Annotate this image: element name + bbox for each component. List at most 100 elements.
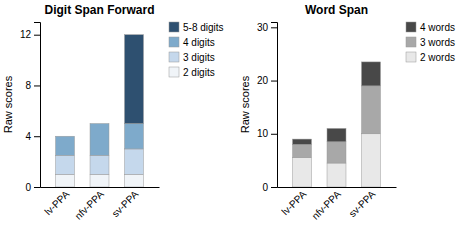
x-axis: lv-PPAnfv-PPAsv-PPA [278, 187, 397, 222]
x-tick: lv-PPA [280, 187, 309, 217]
bar-segment [90, 124, 109, 156]
legend-swatch [406, 52, 416, 62]
x-tick-label: sv-PPA [110, 188, 141, 219]
legend-label: 5-8 digits [183, 22, 224, 33]
plot-area: 0 4 8 12 lv-PPAnfv-PPAsv-PPA Raw scores 5-8 di… [2, 22, 224, 222]
y-axis-label: Raw scores [239, 75, 251, 133]
y-tick-label: 12 [20, 29, 32, 40]
legend-label: 4 words [420, 22, 455, 33]
y-axis: 0 10 20 30 [257, 22, 278, 193]
y-tick-mark [34, 35, 40, 36]
legend-label: 4 digits [183, 37, 215, 48]
y-tick-label: 0 [262, 182, 268, 193]
legend-item: 5-8 digits [169, 22, 224, 33]
legend: 5-8 digits 4 digits 3 digits 2 digits [169, 22, 224, 78]
bar-segment [125, 174, 144, 187]
legend-item: 3 digits [169, 52, 215, 63]
y-tick: 20 [257, 75, 277, 86]
chart-figure: 04812lv-PPAnfv-PPAsv-PPARaw scores5-8 di… [0, 0, 474, 229]
legend-item: 2 words [406, 52, 455, 63]
y-tick-mark [34, 187, 40, 188]
y-tick: 12 [20, 29, 40, 40]
y-tick-mark [271, 134, 277, 135]
legend-label: 2 digits [183, 67, 215, 78]
legend-swatch [169, 22, 179, 32]
legend: 4 words 3 words 2 words [406, 22, 455, 63]
x-tick: nfv-PPA [73, 187, 106, 222]
y-tick: 0 [262, 182, 277, 193]
y-tick-label: 8 [25, 80, 31, 91]
bar-segment [56, 136, 75, 137]
y-axis: 0 4 8 12 [20, 23, 41, 193]
legend-swatch [169, 37, 179, 47]
y-tick: 30 [257, 22, 277, 33]
bar-segment [327, 163, 346, 187]
y-tick-mark [271, 81, 277, 82]
bar-segment [362, 86, 381, 134]
x-tick-label: nfv-PPA [73, 188, 106, 221]
y-tick-mark [34, 85, 40, 86]
bar-segment [56, 155, 75, 174]
bar-series [56, 124, 144, 156]
y-axis-label: Raw scores [2, 75, 14, 133]
bar-segment [362, 62, 381, 86]
bar-series [125, 35, 144, 124]
y-tick-label: 10 [257, 128, 269, 139]
x-tick: sv-PPA [110, 187, 141, 219]
bar-segment [125, 35, 144, 124]
y-tick-mark [271, 27, 277, 28]
legend-item: 4 digits [169, 37, 215, 48]
bar-segment [293, 144, 312, 157]
bar-segment [327, 142, 346, 163]
axis-line [34, 23, 41, 188]
bars [56, 35, 144, 187]
y-tick-label: 4 [25, 131, 31, 142]
legend-swatch [169, 52, 179, 62]
legend-item: 4 words [406, 22, 455, 33]
axis-line [41, 187, 160, 188]
y-tick-label: 30 [257, 22, 269, 33]
bar-segment [90, 174, 109, 187]
y-tick-mark [271, 187, 277, 188]
y-tick: 0 [25, 182, 40, 193]
chart-title: Word Span [305, 3, 368, 17]
x-tick-label: sv-PPA [347, 188, 378, 219]
legend-item: 2 digits [169, 67, 215, 78]
y-tick-mark [34, 136, 40, 137]
x-axis: lv-PPAnfv-PPAsv-PPA [41, 187, 160, 222]
y-tick-label: 20 [257, 75, 269, 86]
legend-item: 3 words [406, 37, 455, 48]
chart-title: Digit Span Forward [44, 3, 154, 17]
legend-label: 3 digits [183, 52, 215, 63]
bar-segment [56, 174, 75, 187]
bar-segment [125, 149, 144, 174]
bar-segment [293, 139, 312, 144]
legend-swatch [406, 22, 416, 32]
axis-line [271, 23, 278, 188]
bar-segment [327, 128, 346, 141]
bars [293, 62, 381, 187]
legend-swatch [406, 37, 416, 47]
legend-label: 3 words [420, 37, 455, 48]
x-tick: lv-PPA [43, 187, 72, 217]
x-tick: sv-PPA [347, 187, 378, 219]
bar-series [56, 174, 144, 187]
bar-segment [125, 124, 144, 149]
bar-series [293, 86, 381, 163]
bar-segment [90, 123, 109, 124]
axis-line [278, 187, 397, 188]
chart-panel: 0 10 20 30 lv-PPAnfv-PPAsv-PPA Raw scores 4 wo… [239, 3, 455, 222]
y-tick: 10 [257, 128, 277, 139]
bar-segment [362, 134, 381, 187]
y-tick: 8 [25, 80, 40, 91]
legend-label: 2 words [420, 52, 455, 63]
x-tick-label: nfv-PPA [310, 188, 343, 221]
legend-swatch [169, 67, 179, 77]
bar-segment [56, 136, 75, 155]
y-tick: 4 [25, 131, 40, 142]
bar-series [293, 62, 381, 145]
chart-panel: 0 4 8 12 lv-PPAnfv-PPAsv-PPA Raw scores 5-8 di… [2, 3, 224, 222]
bar-segment [293, 158, 312, 187]
bar-segment [90, 155, 109, 174]
plot-area: 0 10 20 30 lv-PPAnfv-PPAsv-PPA Raw scores 4 wo… [239, 22, 455, 222]
